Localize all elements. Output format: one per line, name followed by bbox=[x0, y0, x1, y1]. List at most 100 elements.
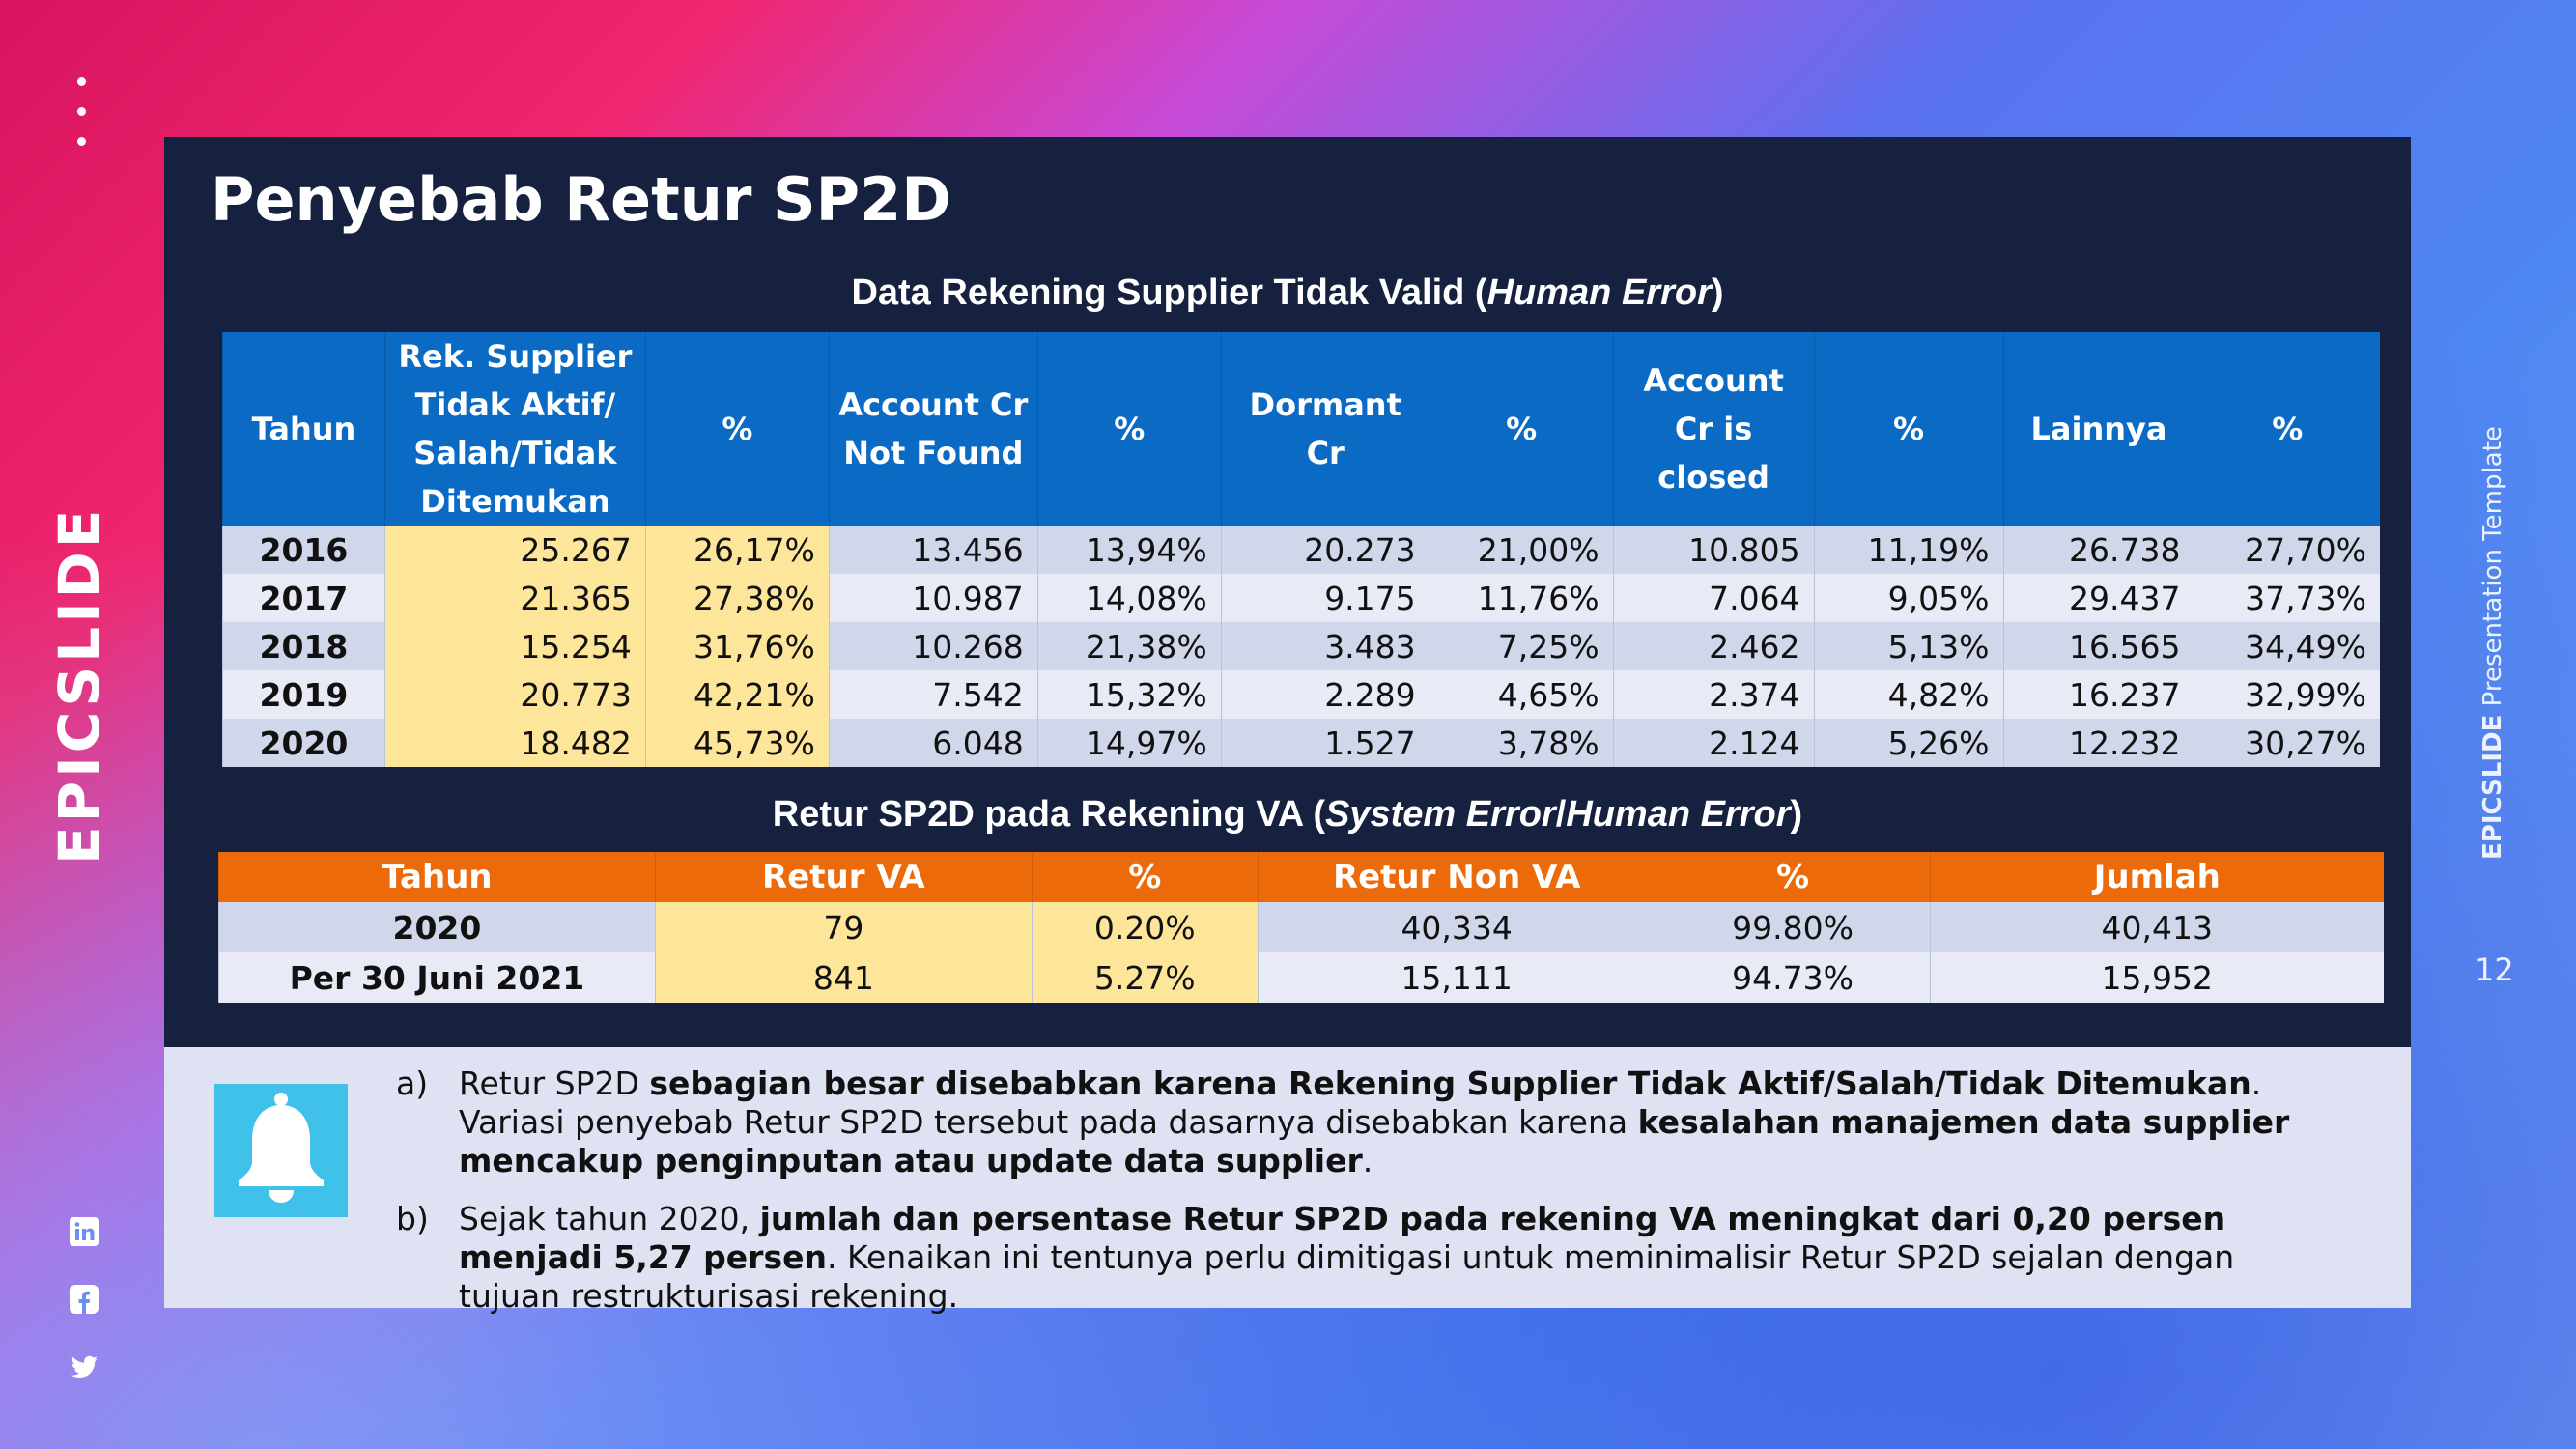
table-row: 2020 18.482 45,73% 6.048 14,97% 1.527 3,78% 2.1… bbox=[222, 719, 2380, 767]
table1-cell: 2.374 bbox=[1612, 670, 1815, 719]
table2-title: Retur SP2D pada Rekening VA (System Erro… bbox=[772, 794, 1803, 835]
table1-cell: 11,76% bbox=[1429, 574, 1614, 622]
table1-cell: 12.232 bbox=[2002, 719, 2194, 767]
table1-cell: 2.462 bbox=[1612, 622, 1815, 670]
table1-header-4: % bbox=[1036, 332, 1222, 526]
facebook-icon[interactable] bbox=[68, 1283, 100, 1316]
table1-cell: 21.365 bbox=[383, 574, 646, 622]
table1-cell: 2018 bbox=[222, 622, 385, 670]
table1-cell: 16.565 bbox=[2002, 622, 2194, 670]
table1-cell: 37,73% bbox=[2194, 574, 2380, 622]
table1-header-7: Account Cr is closed bbox=[1612, 332, 1815, 526]
table1-cell: 20.273 bbox=[1220, 526, 1430, 574]
table1-cell: 32,99% bbox=[2194, 670, 2380, 719]
table1-cell: 18.482 bbox=[383, 719, 646, 767]
table-row: 2020 79 0.20% 40,334 99.80% 40,413 bbox=[218, 902, 2384, 952]
table2-cell: 0.20% bbox=[1031, 902, 1259, 952]
table1-cell: 25.267 bbox=[383, 526, 646, 574]
page-title: Penyebab Retur SP2D bbox=[211, 164, 951, 235]
table1-cell: 27,70% bbox=[2194, 526, 2380, 574]
table1-header-2: % bbox=[644, 332, 830, 526]
table2-header-row: Tahun Retur VA% Retur Non VA% Jumlah bbox=[218, 852, 2384, 902]
table1-cell: 5,13% bbox=[1813, 622, 2004, 670]
notes-list: a) Retur SP2D sebagian besar disebabkan … bbox=[396, 1065, 2328, 1335]
brand-vertical-right: EPICSLIDE Presentation Template bbox=[2478, 426, 2507, 860]
table1-cell: 13.456 bbox=[828, 526, 1038, 574]
table1-cell: 45,73% bbox=[644, 719, 830, 767]
note-a: a) Retur SP2D sebagian besar disebabkan … bbox=[396, 1065, 2290, 1179]
table2-cell: 15,111 bbox=[1257, 952, 1656, 1003]
table1-cell: 3.483 bbox=[1220, 622, 1430, 670]
table1-cell: 10.987 bbox=[828, 574, 1038, 622]
table1-cell: 31,76% bbox=[644, 622, 830, 670]
table1-cell: 21,38% bbox=[1036, 622, 1222, 670]
table2-cell: 2020 bbox=[218, 902, 656, 952]
table-row: 2019 20.773 42,21% 7.542 15,32% 2.289 4,65% 2.3… bbox=[222, 670, 2380, 719]
table1-body: 2016 25.267 26,17% 13.456 13,94% 20.273 21,00%… bbox=[222, 526, 2380, 767]
table1-cell: 7.064 bbox=[1612, 574, 1815, 622]
table2-header-5: Jumlah bbox=[1929, 852, 2384, 902]
table-row: 2018 15.254 31,76% 10.268 21,38% 3.483 7,25% 2.… bbox=[222, 622, 2380, 670]
table1-cell: 29.437 bbox=[2002, 574, 2194, 622]
table1-cell: 10.268 bbox=[828, 622, 1038, 670]
table2-cell: Per 30 Juni 2021 bbox=[218, 952, 656, 1003]
table1-cell: 42,21% bbox=[644, 670, 830, 719]
table1-cell: 2.289 bbox=[1220, 670, 1430, 719]
bell-icon bbox=[214, 1084, 348, 1217]
table2-cell: 5.27% bbox=[1031, 952, 1259, 1003]
table2-cell: 841 bbox=[654, 952, 1033, 1003]
table1-header-5: Dormant Cr bbox=[1220, 332, 1430, 526]
table1-cell: 2020 bbox=[222, 719, 385, 767]
table1-cell: 5,26% bbox=[1813, 719, 2004, 767]
table1-title: Data Rekening Supplier Tidak Valid (Huma… bbox=[851, 272, 1724, 313]
table1-cell: 7,25% bbox=[1429, 622, 1614, 670]
menu-dots-icon[interactable] bbox=[77, 77, 86, 167]
table1-header-9: Lainnya bbox=[2002, 332, 2194, 526]
notes-panel: a) Retur SP2D sebagian besar disebabkan … bbox=[164, 1047, 2411, 1315]
table1-cell: 14,08% bbox=[1036, 574, 1222, 622]
table1-cell: 34,49% bbox=[2194, 622, 2380, 670]
table2-cell: 40,334 bbox=[1257, 902, 1656, 952]
table1-cell: 4,65% bbox=[1429, 670, 1614, 719]
table1-cell: 15.254 bbox=[383, 622, 646, 670]
table2-cell: 15,952 bbox=[1929, 952, 2384, 1003]
table-row: 2016 25.267 26,17% 13.456 13,94% 20.273 21,00%… bbox=[222, 526, 2380, 574]
table2-cell: 99.80% bbox=[1655, 902, 1931, 952]
note-b: b) Sejak tahun 2020, jumlah dan persenta… bbox=[396, 1200, 2235, 1315]
table1-cell: 3,78% bbox=[1429, 719, 1614, 767]
table1-cell: 30,27% bbox=[2194, 719, 2380, 767]
table2-body: 2020 79 0.20% 40,334 99.80% 40,413 Per 30 Juni… bbox=[218, 902, 2384, 1003]
table1-cell: 26.738 bbox=[2002, 526, 2194, 574]
twitter-icon[interactable] bbox=[68, 1350, 100, 1383]
table2-cell: 40,413 bbox=[1929, 902, 2384, 952]
table2-cell: 94.73% bbox=[1655, 952, 1931, 1003]
table1-cell: 7.542 bbox=[828, 670, 1038, 719]
table1-header-10: % bbox=[2194, 332, 2380, 526]
table1-header-8: % bbox=[1813, 332, 2004, 526]
table1-header-6: % bbox=[1429, 332, 1614, 526]
supplier-account-table: Tahun Rek. Supplier Tidak Aktif/Salah/Tida… bbox=[222, 332, 2380, 767]
table2-header-4: % bbox=[1655, 852, 1931, 902]
table1-cell: 2019 bbox=[222, 670, 385, 719]
va-return-table: Tahun Retur VA% Retur Non VA% Jumlah 2020 79… bbox=[218, 852, 2384, 1003]
table2-header-1: Retur VA bbox=[654, 852, 1033, 902]
brand-vertical-left: EPICSLIDE bbox=[46, 505, 112, 865]
table-row: 2017 21.365 27,38% 10.987 14,08% 9.175 11,76% 7… bbox=[222, 574, 2380, 622]
table1-cell: 11,19% bbox=[1813, 526, 2004, 574]
table1-cell: 6.048 bbox=[828, 719, 1038, 767]
table1-cell: 9,05% bbox=[1813, 574, 2004, 622]
table1-cell: 4,82% bbox=[1813, 670, 2004, 719]
linkedin-icon[interactable] bbox=[68, 1215, 100, 1248]
table1-cell: 21,00% bbox=[1429, 526, 1614, 574]
table1-cell: 27,38% bbox=[644, 574, 830, 622]
table1-cell: 16.237 bbox=[2002, 670, 2194, 719]
table1-cell: 15,32% bbox=[1036, 670, 1222, 719]
table2-header-3: Retur Non VA bbox=[1257, 852, 1656, 902]
table-row: Per 30 Juni 2021 841 5.27% 15,111 94.73% 15,9… bbox=[218, 952, 2384, 1003]
table1-cell: 26,17% bbox=[644, 526, 830, 574]
table1-header-row: Tahun Rek. Supplier Tidak Aktif/Salah/Tida… bbox=[222, 332, 2380, 526]
table1-header-0: Tahun bbox=[222, 332, 385, 526]
table1-cell: 10.805 bbox=[1612, 526, 1815, 574]
table1-cell: 2016 bbox=[222, 526, 385, 574]
table1-cell: 2.124 bbox=[1612, 719, 1815, 767]
